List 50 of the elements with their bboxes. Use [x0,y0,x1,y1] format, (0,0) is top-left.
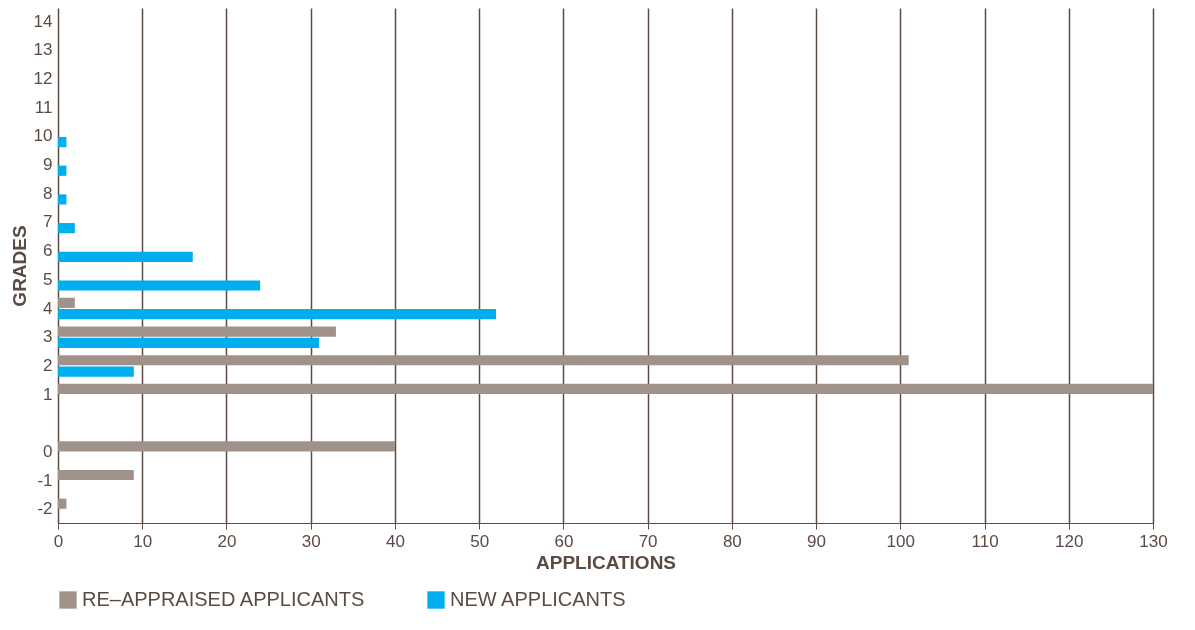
bar [58,366,134,377]
y-tick-label: 8 [43,183,53,203]
x-tick-label: 50 [470,531,490,551]
x-tick-label: 120 [1055,531,1084,551]
y-tick-label: 6 [43,241,53,261]
bar [58,297,75,308]
bar [58,223,75,234]
bar [58,136,67,148]
x-tick-label: 130 [1139,531,1168,551]
y-axis-title: GRADES [8,225,30,307]
y-tick-label: 12 [33,69,53,89]
y-tick-label: -2 [37,499,53,519]
bar [58,498,67,509]
x-tick-label: 70 [638,531,658,551]
y-tick-label: 11 [34,97,53,117]
bar [58,469,134,481]
bar [58,337,320,348]
y-tick-label: -1 [37,470,53,490]
y-tick-label: 7 [43,212,53,232]
bar [58,309,496,320]
x-tick-label: 110 [971,531,999,551]
x-tick-label: 90 [807,531,827,551]
bar [58,383,1153,395]
legend-label: NEW APPLICANTS [450,588,626,610]
y-tick-label: 10 [33,126,53,146]
x-tick-label: 60 [554,531,574,551]
x-tick-label: 100 [886,531,915,551]
bar [58,194,67,205]
bar [58,251,193,262]
x-axis-title: APPLICATIONS [535,551,677,573]
legend-label: RE–APPRAISED APPLICANTS [82,588,365,610]
x-tick-label: 80 [722,531,742,551]
y-tick-label: 1 [43,384,53,404]
bar [58,280,261,291]
y-tick-label: 4 [43,298,53,318]
y-tick-label: 3 [43,327,53,347]
bar [58,326,336,337]
y-tick-label: 5 [43,269,53,289]
bar [58,441,395,452]
y-tick-label: 9 [43,155,53,175]
y-tick-label: 14 [33,11,53,31]
x-tick-label: 30 [301,531,321,551]
bar [58,355,909,366]
bar [58,165,67,176]
x-tick-label: 20 [217,531,237,551]
y-tick-label: 2 [43,355,53,375]
x-tick-label: 10 [133,531,153,551]
y-tick-label: 0 [43,441,53,461]
y-tick-label: 13 [33,40,53,60]
x-tick-label: 40 [385,531,405,551]
